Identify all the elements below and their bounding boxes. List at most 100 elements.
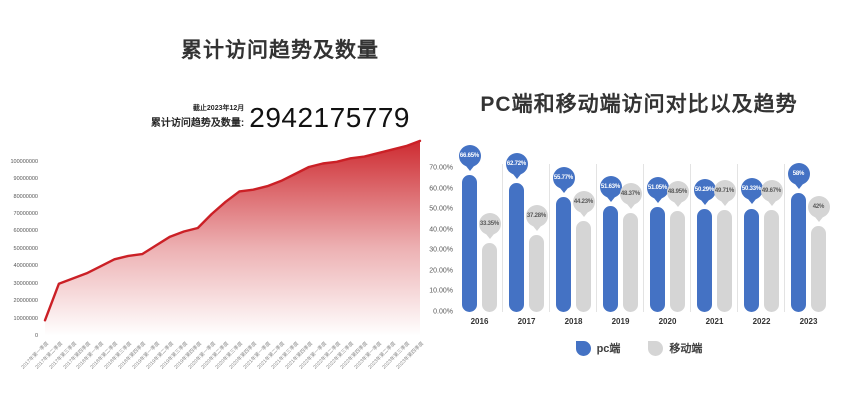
mobile-value-balloon: 49.71% [713,179,736,206]
mobile-bar [482,243,497,312]
y-tick-label: 30.00% [429,246,453,254]
group-separator [502,164,503,312]
year-group-2021: 50.29% 49.71% [691,150,738,312]
mobile-bar-column: 49.67% [760,150,783,312]
value-label: 48.95% [666,181,689,204]
mobile-bar [623,212,638,312]
area-fill [45,140,420,336]
x-tick-label: 2021 [705,317,724,326]
stat-label: 累计访问趋势及数量: [150,118,245,129]
stat-text: 截止2023年12月 累计访问趋势及数量: [151,103,244,132]
pc-bar-column: 55.77% [552,150,575,312]
y-tick-label: 20.00% [429,267,453,275]
balloon-tail [606,196,615,202]
value-label: 55.77% [552,167,575,190]
balloon-tail [465,165,474,171]
area-chart [43,139,422,336]
stat-value: 2942175779 [249,102,410,133]
y-tick-label: 50.00% [429,205,453,213]
group-separator [784,164,785,312]
x-tick-label: 2022 [752,317,771,326]
pc-bar-column: 58% [787,150,810,312]
pc-value-balloon: 62.72% [505,152,528,179]
cumulative-visits-panel: 累计访问趋势及数量 截止2023年12月 累计访问趋势及数量: 29421757… [10,39,425,388]
y-tick-label: 10.00% [429,287,453,295]
mobile-value-balloon: 49.67% [760,179,783,206]
mobile-value-balloon: 42% [807,195,830,222]
pc-value-balloon: 58% [787,162,810,189]
balloon-tail [720,200,729,206]
mobile-bar-column: 49.71% [713,150,736,312]
y-tick-label: 90000000 [13,176,38,183]
balloon-tail [814,216,823,222]
legend-label: pc端 [596,343,621,355]
year-group-2022: 50.33% 49.67% [738,150,785,312]
legend-item-mobile: 移动端 [648,340,702,356]
group-separator [596,164,597,312]
stat-asof-date: 截止2023年12月 [192,105,245,112]
year-group-2017: 62.72% 37.28% [503,150,550,312]
value-label: 50.29% [693,178,716,201]
mobile-bar-column: 48.95% [666,150,689,312]
balloon-tail [485,234,494,240]
mobile-bar-column: 33.35% [478,150,501,312]
pc-bar-column: 50.33% [740,150,763,312]
chart-legend: pc端 移动端 [426,340,852,356]
right-chart-title: PC端和移动端访问对比以及趋势 [480,93,798,116]
pc-bar-column: 51.05% [646,150,669,312]
value-label: 51.63% [599,175,622,198]
pc-bar [556,197,571,312]
y-tick-label: 40000000 [13,263,38,270]
balloon-tail [512,173,521,179]
pc-bar [744,208,759,312]
mobile-bar [670,211,685,312]
group-separator [643,164,644,312]
pc-bar-column: 51.63% [599,150,622,312]
y-tick-label: 100000000 [10,158,38,165]
pc-value-balloon: 51.05% [646,176,669,203]
value-label: 44.23% [572,191,595,214]
bar-chart-plot: 66.65% 33.35% 62.72% 37.28% 55.77% 44.23% 51.6… [456,144,832,312]
bar-chart-y-axis: 0.00% 10.00% 20.00% 30.00% 40.00% 50.00% 60.00… [426,150,453,316]
mobile-bar [764,209,779,312]
y-tick-label: 10000000 [13,315,38,322]
y-tick-label: 70.00% [429,164,453,172]
pc-value-balloon: 50.29% [693,178,716,205]
group-separator [549,164,550,312]
value-label: 49.67% [760,179,783,202]
value-label: 50.33% [740,178,763,201]
year-group-2018: 55.77% 44.23% [550,150,597,312]
pc-value-balloon: 55.77% [552,167,575,194]
mobile-bar-column: 42% [807,150,830,312]
cumulative-stat: 截止2023年12月 累计访问趋势及数量: 2942175779 [151,103,410,132]
value-label: 49.71% [713,179,736,202]
y-tick-label: 60.00% [429,185,453,193]
balloon-tail [532,226,541,232]
mobile-bar-column: 48.37% [619,150,642,312]
y-tick-label: 80000000 [13,193,38,200]
mobile-value-balloon: 48.95% [666,181,689,208]
pc-bar-column: 66.65% [458,144,481,312]
value-label: 51.05% [646,176,669,199]
mobile-value-balloon: 37.28% [525,205,548,232]
balloon-tail [700,199,709,205]
y-tick-label: 0 [34,333,38,339]
mobile-value-balloon: 48.37% [619,182,642,209]
x-tick-label: 2016 [470,317,489,326]
pc-bar [791,192,806,312]
x-tick-label: 2018 [564,317,583,326]
x-tick-label: 2023 [799,317,818,326]
area-line [43,139,422,322]
pc-bar [462,174,477,312]
area-chart-x-axis: 2017年第一季度 2017年第二季度 2017年第三季度 2017年第四季度 2018… [20,338,425,388]
group-separator [737,164,738,312]
bar-chart-x-axis: 2016 2017 2018 2019 2020 2021 2022 2023 [456,317,832,326]
mobile-bar-column: 44.23% [572,150,595,312]
balloon-tail [794,183,803,189]
year-group-2019: 51.63% 48.37% [597,150,644,312]
mobile-series-icon [648,340,664,356]
mobile-bar [811,225,826,312]
left-chart-title: 累计访问趋势及数量 [181,39,379,62]
y-tick-label: 50000000 [13,245,38,252]
